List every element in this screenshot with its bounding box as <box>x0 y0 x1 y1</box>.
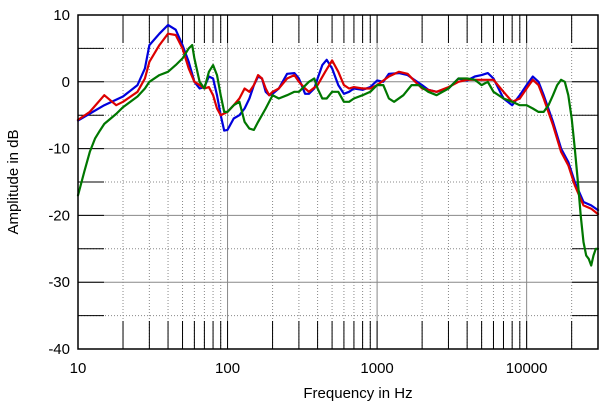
x-tick-label: 100 <box>215 360 240 377</box>
x-tick-label: 10000 <box>506 360 548 377</box>
y-axis-label: Amplitude in dB <box>5 129 22 234</box>
chart-series <box>76 23 600 267</box>
x-tick-label: 1000 <box>360 360 393 377</box>
y-tick-label: 0 <box>62 74 70 91</box>
y-tick-label: -30 <box>48 274 70 291</box>
y-tick-label: -10 <box>48 141 70 158</box>
chart-grid <box>78 15 598 349</box>
y-tick-label: 10 <box>53 7 70 24</box>
plot-frame <box>77 14 599 350</box>
y-tick-label: -40 <box>48 341 70 358</box>
x-axis-label: Frequency in Hz <box>303 385 412 402</box>
series-line-3 <box>76 44 600 267</box>
x-tick-label: 10 <box>70 360 87 377</box>
y-tick-label: -20 <box>48 207 70 224</box>
